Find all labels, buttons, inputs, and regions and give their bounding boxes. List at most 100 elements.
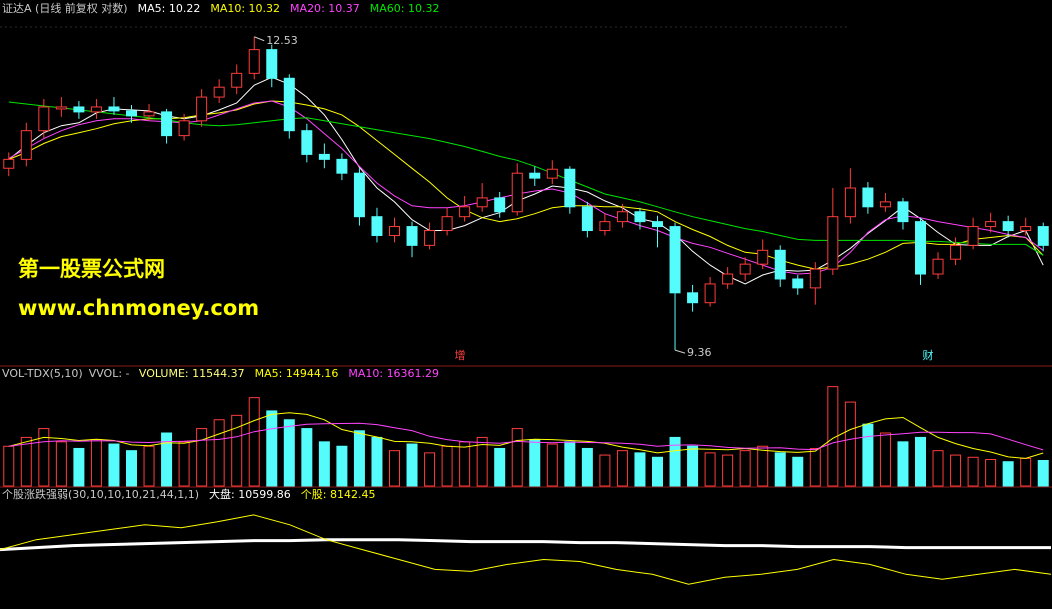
legend-sep: : <box>379 367 386 380</box>
volume-bar <box>862 423 874 487</box>
candle-body <box>371 216 383 236</box>
legend-value: 10.32 <box>249 2 281 15</box>
candle-body <box>178 120 190 137</box>
legend-value: 8142.45 <box>330 488 376 501</box>
watermark: www.chnmoney.com <box>18 296 259 320</box>
volume-bar <box>318 441 330 487</box>
candle-body <box>126 110 137 117</box>
legend-sep: : <box>401 2 408 15</box>
candle-body <box>687 292 699 304</box>
candle-body <box>424 230 436 246</box>
legend-value: 10599.86 <box>238 488 291 501</box>
volume-bar <box>108 443 120 487</box>
volume-bar <box>511 428 523 487</box>
series-line <box>8 422 1044 451</box>
volume-bar <box>529 439 541 487</box>
legend-value: 11544.37 <box>192 367 245 380</box>
legend-name: 大盘 <box>209 487 231 501</box>
candle-body <box>950 244 962 260</box>
legend-sep: : <box>241 2 248 15</box>
candle-body <box>283 77 295 132</box>
volume-bar <box>722 454 734 487</box>
volume-bar <box>950 454 962 487</box>
volume-bar <box>687 445 699 487</box>
volume-bar <box>55 441 67 487</box>
volume-bar <box>38 428 50 487</box>
legend-sep: : <box>162 2 169 15</box>
candle-body <box>546 168 558 179</box>
candle-body <box>38 106 50 132</box>
volume-bar <box>20 436 32 487</box>
candle-body <box>757 249 769 265</box>
volume-bar <box>967 456 979 487</box>
legend-sep: : <box>279 367 286 380</box>
candle-body <box>809 268 821 289</box>
candle-body <box>389 226 400 236</box>
legend-name: MA60 <box>370 2 401 15</box>
candle-body <box>494 197 506 213</box>
candle-body <box>353 172 365 218</box>
volume-bar <box>73 447 85 487</box>
candle-body <box>634 211 646 223</box>
legend-value: 10.22 <box>169 2 201 15</box>
volume-bar <box>581 447 593 487</box>
volume-bar <box>283 419 295 487</box>
candle-body <box>90 106 102 113</box>
volume-bar <box>196 428 208 487</box>
candle-body <box>266 49 278 79</box>
legend: 证达A (日线 前复权 对数) MA5: 10.22 MA10: 10.32 MA20… <box>2 1 439 15</box>
volume-bar <box>459 441 471 487</box>
annotation: 12.53 <box>266 34 298 47</box>
series-line <box>8 100 1044 270</box>
marker: 增 <box>455 348 466 362</box>
volume-bar <box>266 410 278 487</box>
volume-bar <box>669 436 681 487</box>
volume-bar <box>897 441 909 487</box>
volume-bar <box>161 432 173 487</box>
volume-bar <box>213 419 225 487</box>
candle-body <box>985 221 997 228</box>
candle-body <box>652 221 663 228</box>
candle-body <box>669 226 681 294</box>
volume-bar <box>757 445 769 487</box>
candle-body <box>897 201 909 223</box>
volume-bar <box>371 436 383 487</box>
legend-name: MA20 <box>290 2 321 15</box>
volume-bar <box>1037 460 1049 487</box>
candle-body <box>704 283 716 304</box>
legend-sep: : <box>321 2 328 15</box>
legend-name: MA5 <box>255 367 279 380</box>
candle-body <box>161 111 173 137</box>
candle-body <box>581 206 593 232</box>
candle-body <box>529 172 541 179</box>
volume-bar <box>809 447 821 487</box>
volume-bar <box>599 454 611 487</box>
volume-bar <box>3 445 15 487</box>
candle-body <box>143 111 155 117</box>
candle-body <box>301 130 313 155</box>
candle-body <box>406 226 418 246</box>
legend-value: 16361.29 <box>387 367 440 380</box>
candle-body <box>231 72 243 88</box>
volume-bar <box>336 445 348 487</box>
volume-bar <box>231 414 243 487</box>
annotation-pointer <box>254 36 265 42</box>
candle-body <box>441 216 453 232</box>
volume-bar <box>389 450 400 487</box>
volume-bar <box>126 450 137 487</box>
candle-body <box>599 221 611 232</box>
legend-title: VOL-TDX(5,10) <box>2 367 83 380</box>
candle-body <box>827 216 839 270</box>
volume-bar <box>494 447 506 487</box>
volume-bar <box>546 443 558 487</box>
volume-bar <box>143 445 155 487</box>
candle-body <box>792 278 804 289</box>
legend-value: 10.37 <box>328 2 360 15</box>
volume-bar <box>1002 461 1014 487</box>
legend-value: 14944.16 <box>286 367 339 380</box>
candle-body <box>564 168 576 208</box>
candle-body <box>722 273 734 285</box>
legend-name: 个股 <box>301 488 323 501</box>
volume-bar <box>704 452 716 487</box>
